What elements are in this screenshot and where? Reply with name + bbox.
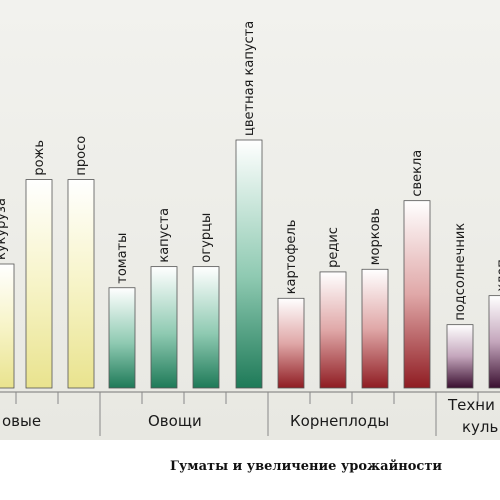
bar-label-5: капуста [157, 208, 172, 263]
bar-label-1: кукуруза [0, 198, 9, 260]
group-label-technical-2: куль [462, 418, 498, 436]
bar-1 [0, 263, 15, 389]
bar-label-7: цветная капуста [242, 21, 257, 136]
bar-label-12: подсолнечник [453, 223, 468, 321]
bar-10 [361, 268, 389, 389]
bar-9 [319, 271, 347, 389]
bar-8 [277, 297, 305, 389]
bar-label-6: огурцы [199, 213, 214, 263]
bar-label-4: томаты [115, 233, 130, 284]
group-label-technical-1: Техни [447, 396, 495, 414]
bar-7 [235, 139, 263, 389]
group-axis [0, 391, 500, 436]
bar-4 [108, 287, 136, 389]
bar-6 [192, 266, 220, 389]
group-labels-layer: овые Овощи Корнеплоды Техни куль [2, 396, 498, 436]
bar-label-8: картофель [284, 220, 299, 295]
bar-label-3: просо [74, 136, 89, 176]
bar-label-9: редис [326, 227, 341, 268]
group-label-vegetables: Овощи [148, 412, 202, 430]
bar-label-10: морковь [368, 208, 383, 265]
bar-2 [25, 179, 53, 389]
bar-label-13: хлоп… [495, 246, 500, 291]
bar-11 [403, 200, 431, 389]
group-label-cereals: овые [2, 412, 41, 430]
group-label-roots: Корнеплоды [290, 412, 389, 430]
bar-3 [67, 179, 95, 389]
bar-5 [150, 266, 178, 389]
bar-labels-layer: кукуруза рожь просо томаты капуста огурцы цвет… [0, 21, 500, 321]
bar-12 [446, 324, 474, 389]
bar-label-11: свекла [410, 150, 425, 197]
bars-layer [0, 139, 500, 389]
bar-label-2: рожь [32, 140, 47, 176]
bar-13 [488, 295, 500, 389]
chart-caption: Гуматы и увеличение урожайности [170, 459, 442, 474]
